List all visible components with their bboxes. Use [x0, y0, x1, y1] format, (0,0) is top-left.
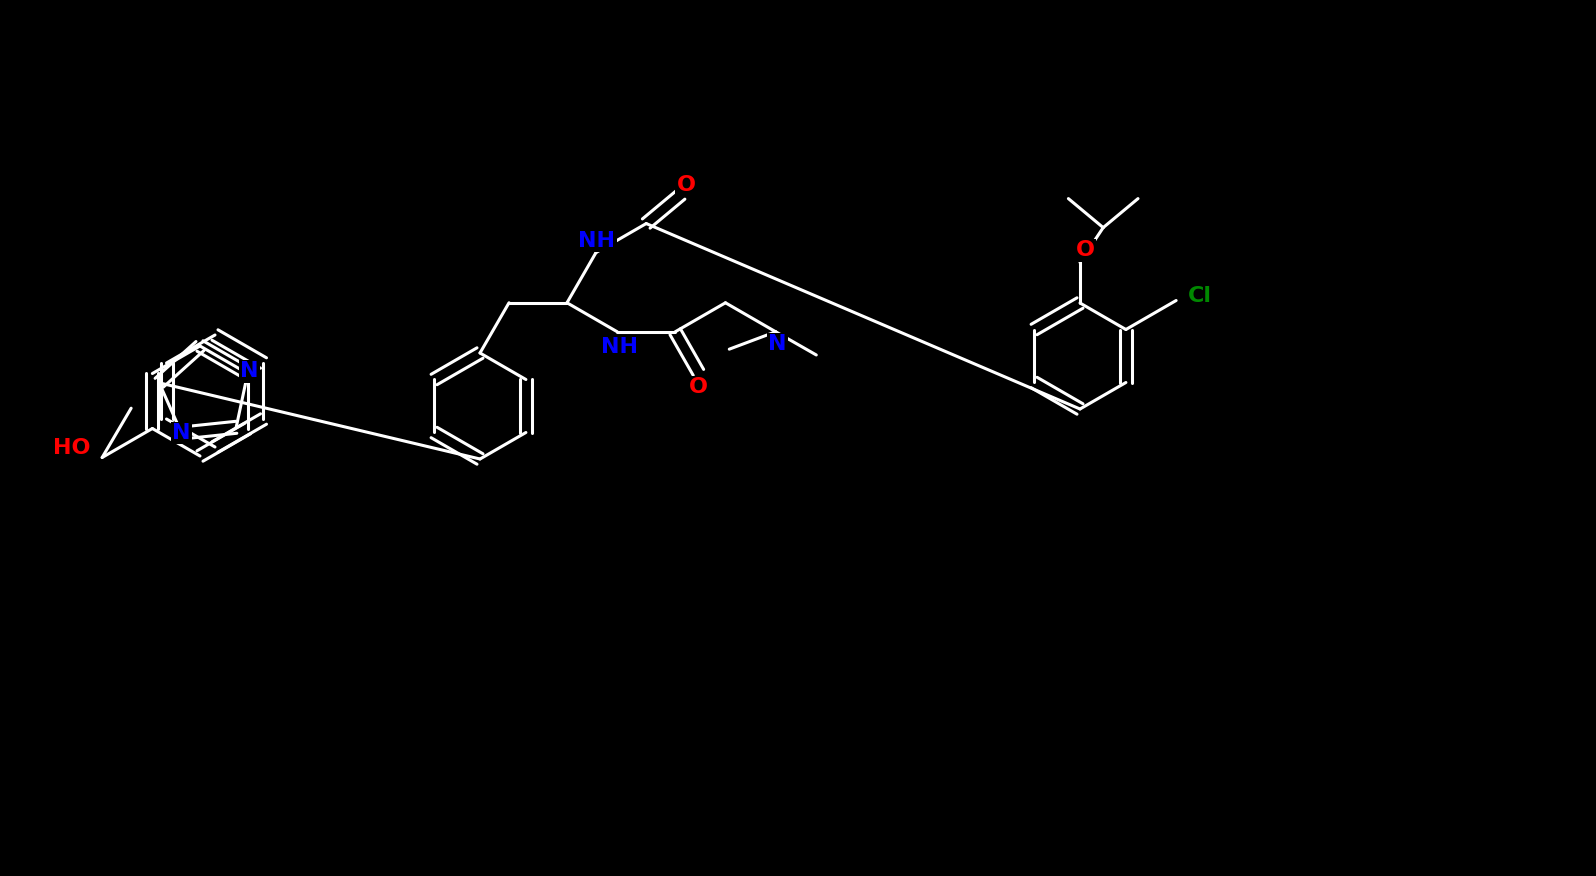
Text: NH: NH: [578, 230, 616, 251]
Text: O: O: [689, 378, 709, 398]
Text: O: O: [677, 174, 696, 194]
Text: N: N: [768, 334, 787, 354]
Text: N: N: [172, 423, 192, 443]
Text: N: N: [241, 362, 259, 382]
Text: Cl: Cl: [1187, 286, 1211, 306]
Text: NH: NH: [600, 336, 638, 357]
Text: HO: HO: [53, 437, 89, 457]
Text: O: O: [1076, 240, 1095, 260]
